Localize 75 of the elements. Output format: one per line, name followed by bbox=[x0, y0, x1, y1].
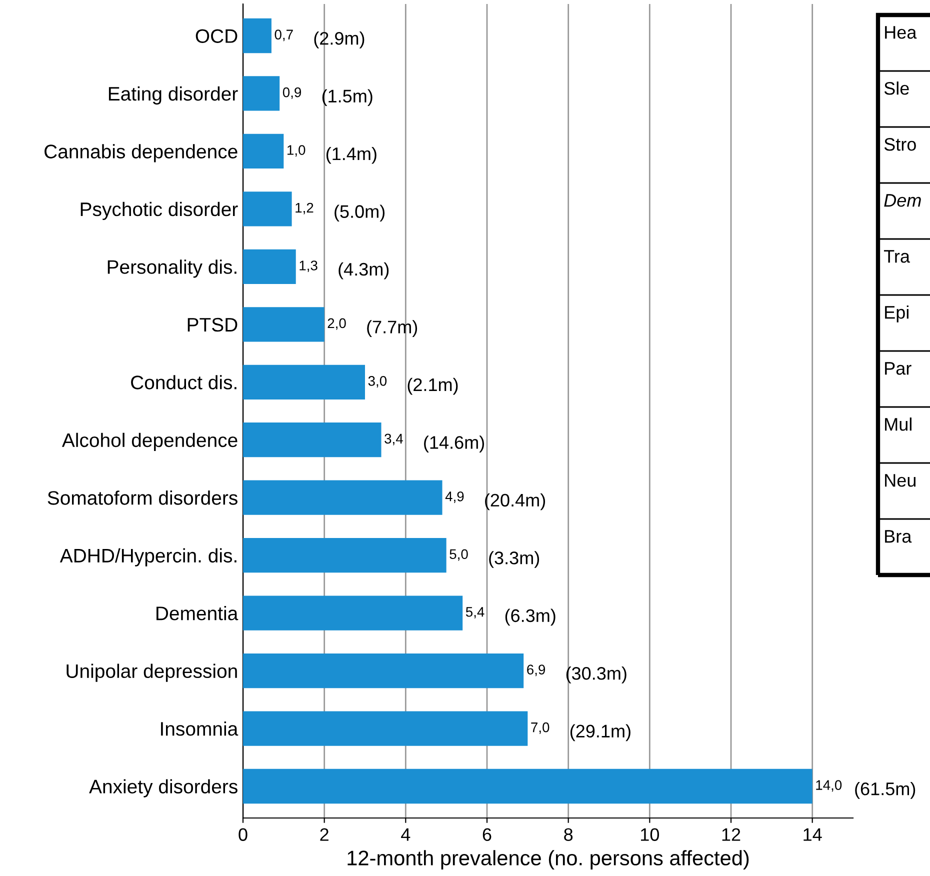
bar bbox=[243, 364, 365, 400]
y-tick-label: Eating disorder bbox=[108, 86, 238, 105]
annotation: (61.5m) bbox=[855, 782, 916, 799]
y-tick-label: PTSD bbox=[188, 318, 238, 332]
bar bbox=[243, 76, 280, 111]
data-label: 2,0 bbox=[328, 318, 346, 330]
y-tick-label: Anxiety disorders bbox=[89, 779, 238, 798]
bar bbox=[243, 192, 292, 226]
y-tick-label: Dementia bbox=[156, 606, 238, 620]
bar bbox=[243, 134, 284, 169]
data-label: 3,0 bbox=[368, 376, 387, 388]
annotation: (29.1m) bbox=[570, 724, 630, 742]
annotation: (5.0m) bbox=[334, 204, 385, 222]
data-label: 0,9 bbox=[282, 87, 302, 99]
y-tick-label: Psychotic disorder bbox=[80, 202, 238, 220]
y-tick-label: Alcohol dependence bbox=[62, 432, 238, 451]
x-tick-label: 6 bbox=[482, 828, 492, 841]
data-label: 6,9 bbox=[527, 664, 546, 676]
y-tick-label: Cannabis dependence bbox=[44, 144, 238, 162]
bar bbox=[243, 18, 272, 54]
bar bbox=[243, 249, 296, 284]
data-label: 7,0 bbox=[531, 722, 550, 734]
text: Bra bbox=[885, 530, 912, 543]
data-label: 5,0 bbox=[450, 549, 468, 561]
data-label: 3,4 bbox=[384, 434, 403, 446]
data-label: 5,4 bbox=[466, 607, 484, 618]
x-tick-label: 12 bbox=[722, 828, 740, 841]
bar bbox=[243, 653, 524, 688]
x-tick-label: 14 bbox=[804, 828, 822, 841]
y-tick-label: OCD bbox=[196, 29, 238, 43]
y-tick-label: ADHD/Hypercin. dis. bbox=[60, 548, 236, 566]
annotation: (20.4m) bbox=[485, 493, 546, 510]
text: Tra bbox=[884, 250, 910, 263]
data-label: 0,7 bbox=[274, 30, 293, 42]
bar bbox=[243, 307, 324, 342]
x-tick-label: 0 bbox=[238, 828, 248, 841]
text: Par bbox=[885, 362, 912, 375]
annotation: (30.3m) bbox=[566, 666, 626, 684]
data-label: 1,3 bbox=[300, 260, 318, 272]
annotation: (7.7m) bbox=[367, 320, 418, 337]
text: Hea bbox=[885, 26, 917, 39]
bar bbox=[243, 711, 528, 746]
annotation: (4.3m) bbox=[338, 262, 389, 280]
bar bbox=[243, 422, 382, 458]
y-tick-label: Somatoform disorders bbox=[48, 490, 238, 505]
text: Stro bbox=[884, 138, 916, 151]
data-label: 1,2 bbox=[296, 202, 314, 214]
x-tick-label: 2 bbox=[320, 828, 328, 841]
bar bbox=[243, 596, 463, 630]
y-tick-label: Unipolar depression bbox=[66, 664, 237, 682]
annotation: (1.5m) bbox=[322, 89, 372, 106]
annotation: (2.9m) bbox=[314, 32, 364, 48]
text: Mul bbox=[885, 418, 912, 431]
data-label: 14,0 bbox=[816, 780, 842, 792]
y-tick-label: Conduct dis. bbox=[131, 375, 236, 390]
x-axis-title: 12-month prevalence (no. persons affected) bbox=[348, 850, 749, 870]
data-label: 1,0 bbox=[288, 145, 306, 157]
bar bbox=[243, 538, 446, 573]
annotation: (14.6m) bbox=[424, 436, 484, 452]
x-tick-label: 10 bbox=[641, 828, 660, 841]
annotation: (6.3m) bbox=[505, 608, 556, 626]
text: Dem bbox=[884, 194, 921, 207]
y-tick-label: Insomnia bbox=[161, 721, 238, 736]
text: Neu bbox=[885, 474, 916, 487]
annotation: (1.4m) bbox=[326, 146, 376, 164]
text: Sle bbox=[884, 82, 909, 95]
annotation: (2.1m) bbox=[408, 378, 458, 395]
data-label: 4,9 bbox=[445, 491, 464, 503]
bar bbox=[243, 480, 442, 515]
y-tick-label: Personality dis. bbox=[108, 260, 236, 278]
bar bbox=[243, 768, 812, 804]
x-tick-label: 8 bbox=[564, 828, 573, 841]
x-tick-label: 4 bbox=[401, 828, 410, 841]
text: Epi bbox=[885, 306, 908, 322]
annotation: (3.3m) bbox=[489, 551, 540, 568]
